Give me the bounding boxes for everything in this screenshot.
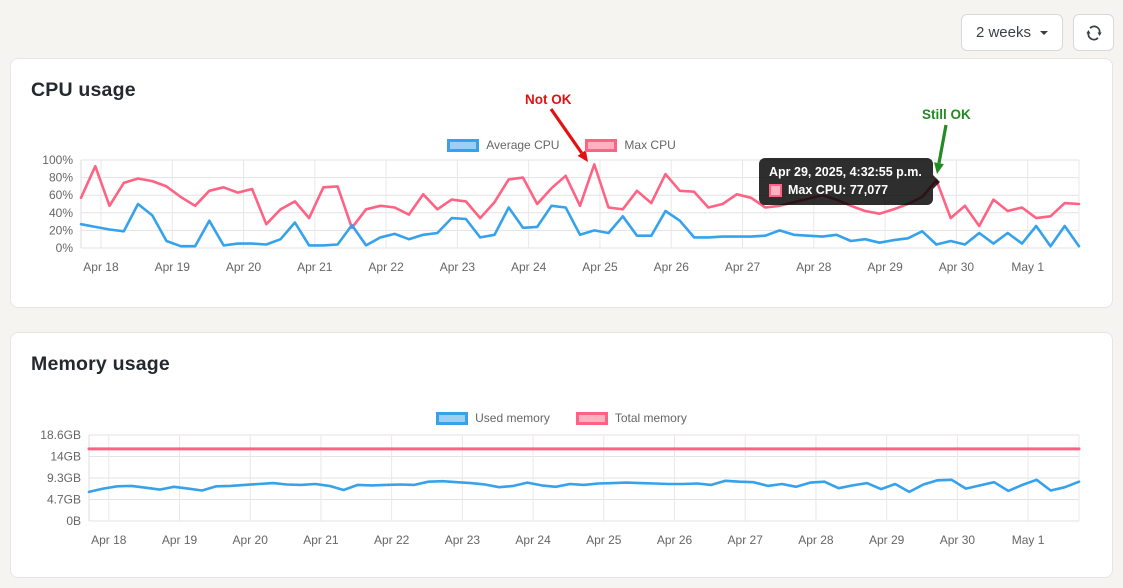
tooltip-value: Max CPU: 77,077 — [788, 183, 889, 197]
max-cpu-swatch — [585, 138, 618, 152]
legend-label: Used memory — [475, 411, 550, 425]
svg-text:May 1: May 1 — [1012, 533, 1045, 547]
memory-legend: Used memory Total memory — [11, 411, 1112, 425]
svg-text:Apr 22: Apr 22 — [368, 260, 404, 274]
toolbar: 2 weeks — [960, 14, 1114, 51]
time-range-selector[interactable]: 2 weeks — [960, 14, 1063, 51]
svg-text:0B: 0B — [66, 514, 81, 528]
svg-text:4.7GB: 4.7GB — [47, 493, 81, 507]
svg-text:0%: 0% — [56, 241, 74, 255]
legend-label: Total memory — [614, 411, 687, 425]
svg-text:Apr 27: Apr 27 — [728, 533, 764, 547]
svg-text:Apr 25: Apr 25 — [582, 260, 618, 274]
legend-item-average-cpu[interactable]: Average CPU — [447, 138, 559, 152]
legend-item-used-memory[interactable]: Used memory — [436, 411, 550, 425]
annotation-not-ok: Not OK — [525, 92, 572, 107]
refresh-button[interactable] — [1073, 14, 1114, 51]
svg-text:Apr 30: Apr 30 — [940, 533, 976, 547]
memory-chart-canvas[interactable]: 0B 4.7GB 9.3GB 14GB 18.6GB Apr 18 Apr 19 Apr 20… — [11, 333, 1112, 577]
total-memory-swatch — [575, 411, 608, 425]
legend-label: Average CPU — [486, 138, 560, 152]
memory-panel-title: Memory usage — [31, 353, 170, 375]
tooltip-caret — [932, 174, 940, 189]
svg-text:Apr 20: Apr 20 — [226, 260, 262, 274]
svg-text:Apr 19: Apr 19 — [162, 533, 198, 547]
average-cpu-swatch — [447, 138, 480, 152]
svg-text:Apr 22: Apr 22 — [374, 533, 410, 547]
svg-text:May 1: May 1 — [1011, 260, 1044, 274]
cpu-legend: Average CPU Max CPU — [11, 138, 1112, 152]
legend-label: Max CPU — [624, 138, 676, 152]
cpu-chart-canvas[interactable]: 0% 20% 40% 60% 80% 100% Apr 18 Apr 19 Apr 20 Apr … — [11, 59, 1112, 307]
svg-text:Apr 26: Apr 26 — [654, 260, 690, 274]
svg-text:Apr 18: Apr 18 — [91, 533, 127, 547]
svg-text:20%: 20% — [49, 223, 73, 237]
svg-text:100%: 100% — [42, 153, 73, 167]
memory-usage-panel: Memory usage Used memory Total memory 0B… — [10, 332, 1113, 578]
legend-item-max-cpu[interactable]: Max CPU — [585, 138, 676, 152]
svg-text:Apr 27: Apr 27 — [725, 260, 761, 274]
svg-text:Apr 26: Apr 26 — [657, 533, 693, 547]
svg-text:18.6GB: 18.6GB — [40, 428, 81, 442]
svg-text:Apr 24: Apr 24 — [511, 260, 547, 274]
tooltip-series-swatch — [769, 183, 782, 197]
svg-text:Apr 29: Apr 29 — [869, 533, 905, 547]
tooltip-title: Apr 29, 2025, 4:32:55 p.m. — [769, 165, 922, 179]
svg-text:9.3GB: 9.3GB — [47, 471, 81, 485]
refresh-icon — [1085, 25, 1102, 40]
time-range-label: 2 weeks — [975, 24, 1031, 41]
svg-text:Apr 29: Apr 29 — [867, 260, 903, 274]
svg-text:Apr 28: Apr 28 — [798, 533, 834, 547]
legend-item-total-memory[interactable]: Total memory — [575, 411, 687, 425]
svg-text:Apr 21: Apr 21 — [303, 533, 339, 547]
chevron-down-icon — [1040, 30, 1048, 35]
svg-text:Apr 20: Apr 20 — [233, 533, 269, 547]
svg-text:Apr 21: Apr 21 — [297, 260, 333, 274]
cpu-panel-title: CPU usage — [31, 79, 136, 101]
chart-tooltip: Apr 29, 2025, 4:32:55 p.m. Max CPU: 77,0… — [759, 158, 940, 205]
svg-text:Apr 24: Apr 24 — [515, 533, 551, 547]
svg-text:Apr 23: Apr 23 — [445, 533, 481, 547]
svg-text:60%: 60% — [49, 188, 73, 202]
svg-text:Apr 25: Apr 25 — [586, 533, 622, 547]
svg-text:40%: 40% — [49, 206, 73, 220]
svg-text:Apr 28: Apr 28 — [796, 260, 832, 274]
svg-text:80%: 80% — [49, 171, 73, 185]
svg-text:Apr 30: Apr 30 — [939, 260, 975, 274]
svg-text:Apr 18: Apr 18 — [83, 260, 119, 274]
svg-text:14GB: 14GB — [50, 450, 81, 464]
annotation-still-ok: Still OK — [922, 107, 971, 122]
used-memory-swatch — [436, 411, 469, 425]
cpu-usage-panel: CPU usage Average CPU Max CPU 0% 20% 40% 60… — [10, 58, 1113, 308]
svg-text:Apr 19: Apr 19 — [155, 260, 191, 274]
svg-text:Apr 23: Apr 23 — [440, 260, 476, 274]
